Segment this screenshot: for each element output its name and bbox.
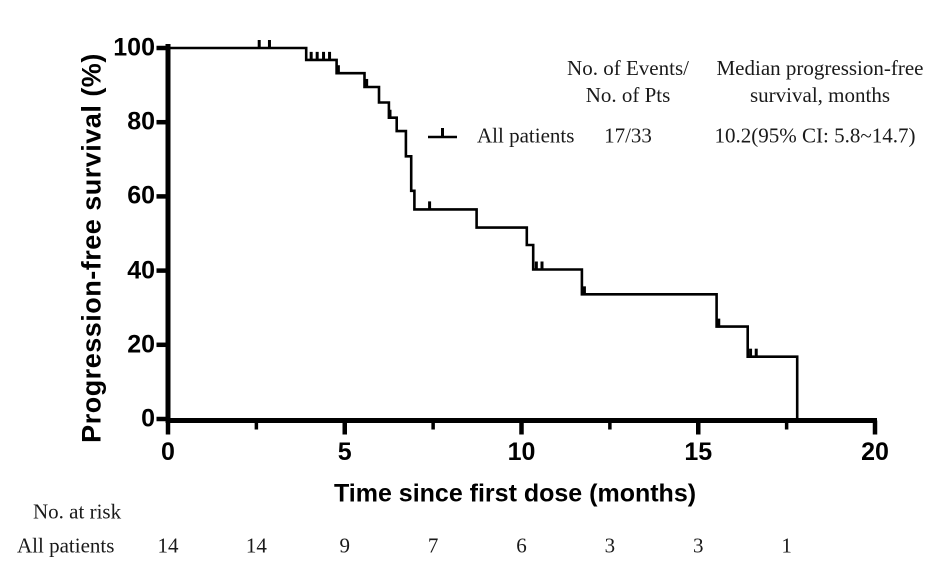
legend-events-value: 17/33	[604, 123, 652, 148]
y-tick-label-20: 20	[127, 330, 155, 359]
x-tick-label-20: 20	[861, 438, 889, 466]
legend-header-median-line2: survival, months	[749, 83, 890, 107]
x-tick-label-15: 15	[684, 438, 713, 466]
km-step-curve	[168, 46, 799, 419]
legend-column-header-median: Median progression-free survival, months	[716, 55, 923, 109]
risk-count-month-0: 14	[157, 533, 179, 558]
legend-header-events-line1: No. of Events/	[567, 56, 689, 80]
legend-header-median-line1: Median progression-free	[716, 56, 924, 80]
y-tick-label-0: 0	[141, 404, 155, 433]
risk-count-month-12.5: 3	[604, 533, 616, 558]
risk-count-month-15: 3	[693, 533, 704, 558]
x-tick-label-10: 10	[507, 438, 536, 466]
risk-table-title: No. at risk	[33, 499, 122, 524]
x-tick-label-0: 0	[161, 438, 175, 466]
x-tick-label-5: 5	[337, 438, 352, 466]
risk-count-month-7.5: 7	[427, 533, 439, 558]
risk-count-month-10: 6	[516, 533, 527, 558]
legend-column-header-events: No. of Events/ No. of Pts	[567, 55, 689, 109]
y-tick-label-60: 60	[127, 181, 155, 210]
legend-series-label: All patients	[477, 123, 575, 148]
y-tick-label-40: 40	[127, 256, 155, 285]
y-tick-label-80: 80	[127, 107, 155, 136]
x-axis-title: Time since first dose (months)	[333, 479, 697, 508]
legend-median-value: 10.2(95% CI: 5.8~14.7)	[714, 123, 916, 148]
risk-count-month-17.5: 1	[781, 533, 792, 558]
risk-table-row-label: All patients	[17, 533, 115, 558]
y-tick-label-100: 100	[113, 33, 155, 62]
legend-header-events-line2: No. of Pts	[585, 83, 671, 107]
risk-count-month-2.5: 14	[245, 533, 267, 558]
risk-count-month-5: 9	[339, 533, 351, 558]
